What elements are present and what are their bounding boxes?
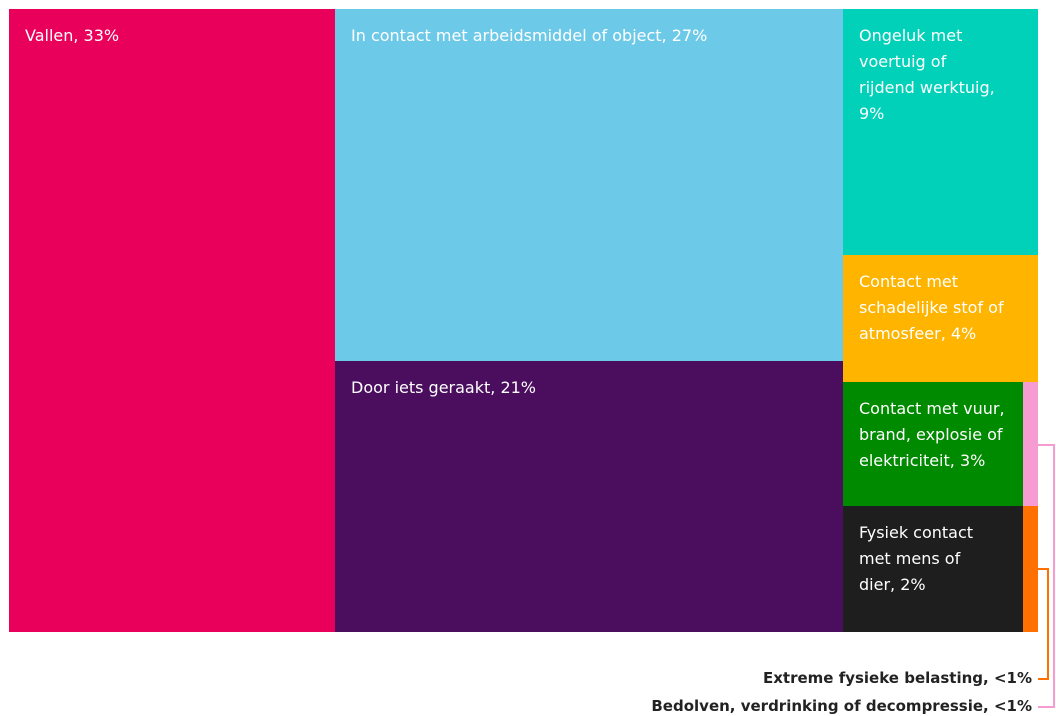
label-fysiek: Fysiek contact met mens of dier, 2% <box>859 523 974 594</box>
leader-line-bedolven <box>1038 706 1055 708</box>
tile-vuur: Contact met vuur, brand, explosie of ele… <box>843 382 1023 506</box>
label-geraakt: Door iets geraakt, 21% <box>351 378 537 397</box>
leader-line-bedolven <box>1038 444 1053 446</box>
tile-fysiek: Fysiek contact met mens of dier, 2% <box>843 506 1023 632</box>
label-schadelijke-stof: Contact met schadelijke stof of atmosfee… <box>859 272 1004 343</box>
leader-line-extreme <box>1038 568 1049 570</box>
label-voertuig: Ongeluk met voertuig of rijdend werktuig… <box>859 26 995 123</box>
tile-voertuig: Ongeluk met voertuig of rijdend werktuig… <box>843 9 1038 255</box>
callout-bedolven: Bedolven, verdrinking of decompressie, <… <box>651 697 1032 715</box>
leader-line-extreme <box>1038 678 1049 680</box>
tile-arbeidsmiddel: In contact met arbeidsmiddel of object, … <box>335 9 843 361</box>
tile-geraakt: Door iets geraakt, 21% <box>335 361 843 632</box>
leader-line-extreme <box>1047 568 1049 680</box>
label-vallen: Vallen, 33% <box>25 26 120 45</box>
tile-bedolven <box>1023 382 1038 506</box>
label-arbeidsmiddel: In contact met arbeidsmiddel of object, … <box>351 26 708 45</box>
callout-extreme: Extreme fysieke belasting, <1% <box>763 669 1032 687</box>
label-vuur: Contact met vuur, brand, explosie of ele… <box>859 399 1005 470</box>
tile-extreme <box>1023 506 1038 632</box>
tile-vallen: Vallen, 33% <box>9 9 335 632</box>
tile-schadelijke-stof: Contact met schadelijke stof of atmosfee… <box>843 255 1038 382</box>
leader-line-bedolven <box>1053 444 1055 708</box>
